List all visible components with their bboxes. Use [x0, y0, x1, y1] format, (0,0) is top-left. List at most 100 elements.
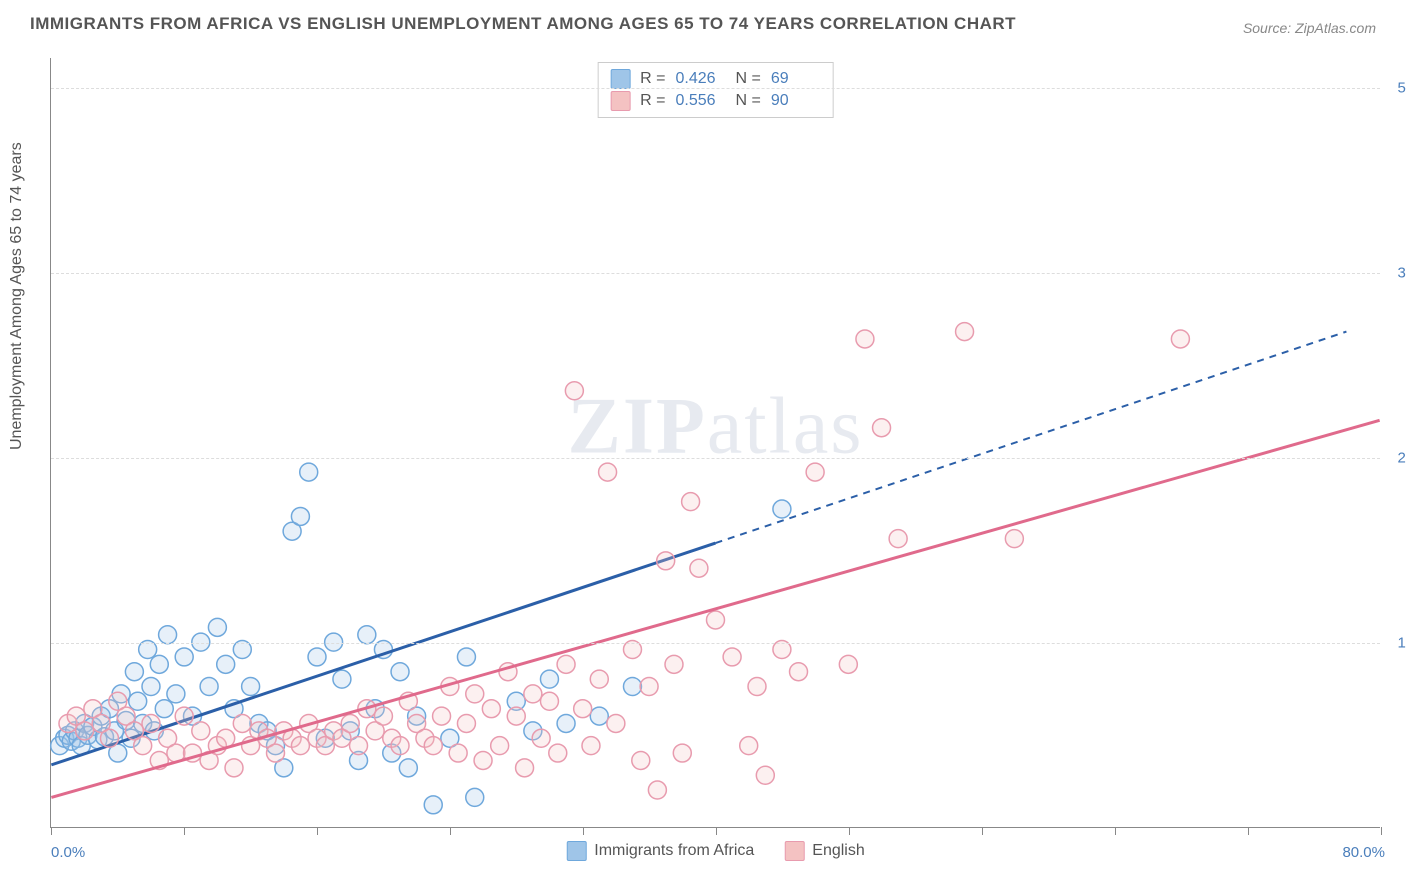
data-point — [623, 678, 641, 696]
legend: Immigrants from Africa English — [566, 841, 865, 861]
x-tick — [1115, 827, 1116, 835]
legend-item: Immigrants from Africa — [566, 841, 754, 861]
data-point — [540, 692, 558, 710]
data-point — [217, 655, 235, 673]
data-point — [291, 507, 309, 525]
data-point — [267, 744, 285, 762]
data-point — [291, 737, 309, 755]
data-point — [233, 714, 251, 732]
data-point — [507, 707, 525, 725]
data-point — [856, 330, 874, 348]
x-tick — [849, 827, 850, 835]
data-point — [532, 729, 550, 747]
plot-area: ZIPatlas R =0.426N =69R =0.556N =90 0.0%… — [50, 58, 1380, 828]
data-point — [590, 670, 608, 688]
data-point — [723, 648, 741, 666]
x-tick — [1381, 827, 1382, 835]
x-tick — [317, 827, 318, 835]
data-point — [648, 781, 666, 799]
data-point — [657, 552, 675, 570]
r-label: R = — [640, 70, 665, 88]
data-point — [632, 751, 650, 769]
data-point — [549, 744, 567, 762]
data-point — [350, 737, 368, 755]
stats-row: R =0.426N =69 — [610, 69, 821, 89]
data-point — [889, 530, 907, 548]
data-point — [707, 611, 725, 629]
r-value: 0.426 — [676, 70, 726, 88]
x-tick — [583, 827, 584, 835]
gridline — [51, 88, 1380, 89]
data-point — [208, 618, 226, 636]
n-value: 90 — [771, 92, 821, 110]
data-point — [76, 722, 94, 740]
data-point — [433, 707, 451, 725]
data-point — [424, 796, 442, 814]
data-point — [756, 766, 774, 784]
data-point — [242, 678, 260, 696]
stats-row: R =0.556N =90 — [610, 91, 821, 111]
n-label: N = — [736, 92, 761, 110]
data-point — [590, 707, 608, 725]
data-point — [159, 626, 177, 644]
data-point — [391, 663, 409, 681]
series-swatch — [610, 69, 630, 89]
x-axis-max-label: 80.0% — [1342, 844, 1385, 861]
regression-line — [51, 420, 1379, 797]
data-point — [150, 655, 168, 673]
regression-line-extrapolated — [716, 332, 1347, 543]
data-point — [466, 788, 484, 806]
data-point — [839, 655, 857, 673]
data-point — [142, 678, 160, 696]
correlation-stats-box: R =0.426N =69R =0.556N =90 — [597, 62, 834, 118]
data-point — [516, 759, 534, 777]
r-label: R = — [640, 92, 665, 110]
data-point — [217, 729, 235, 747]
y-tick-label: 37.5% — [1397, 264, 1406, 281]
data-point — [1005, 530, 1023, 548]
y-tick-label: 50.0% — [1397, 79, 1406, 96]
data-point — [740, 737, 758, 755]
data-point — [582, 737, 600, 755]
x-tick — [716, 827, 717, 835]
data-point — [200, 678, 218, 696]
data-point — [308, 648, 326, 666]
data-point — [474, 751, 492, 769]
data-point — [300, 463, 318, 481]
legend-label: Immigrants from Africa — [594, 842, 754, 860]
data-point — [557, 655, 575, 673]
data-point — [399, 759, 417, 777]
x-tick — [1248, 827, 1249, 835]
data-point — [607, 714, 625, 732]
x-tick — [184, 827, 185, 835]
data-point — [391, 737, 409, 755]
gridline — [51, 458, 1380, 459]
data-point — [524, 685, 542, 703]
series-swatch — [610, 91, 630, 111]
data-point — [873, 419, 891, 437]
data-point — [100, 729, 118, 747]
data-point — [599, 463, 617, 481]
data-point — [748, 678, 766, 696]
data-point — [341, 714, 359, 732]
data-point — [1171, 330, 1189, 348]
data-point — [540, 670, 558, 688]
data-point — [449, 744, 467, 762]
data-point — [374, 707, 392, 725]
data-point — [565, 382, 583, 400]
y-tick-label: 25.0% — [1397, 449, 1406, 466]
x-tick — [51, 827, 52, 835]
x-tick — [982, 827, 983, 835]
chart-title: IMMIGRANTS FROM AFRICA VS ENGLISH UNEMPL… — [30, 14, 1016, 34]
n-label: N = — [736, 70, 761, 88]
y-axis-label: Unemployment Among Ages 65 to 74 years — [8, 142, 26, 450]
data-point — [125, 663, 143, 681]
data-point — [491, 737, 509, 755]
data-point — [175, 648, 193, 666]
data-point — [175, 707, 193, 725]
legend-item: English — [784, 841, 864, 861]
data-point — [482, 700, 500, 718]
data-point — [192, 722, 210, 740]
source-attribution: Source: ZipAtlas.com — [1243, 20, 1376, 36]
data-point — [225, 759, 243, 777]
